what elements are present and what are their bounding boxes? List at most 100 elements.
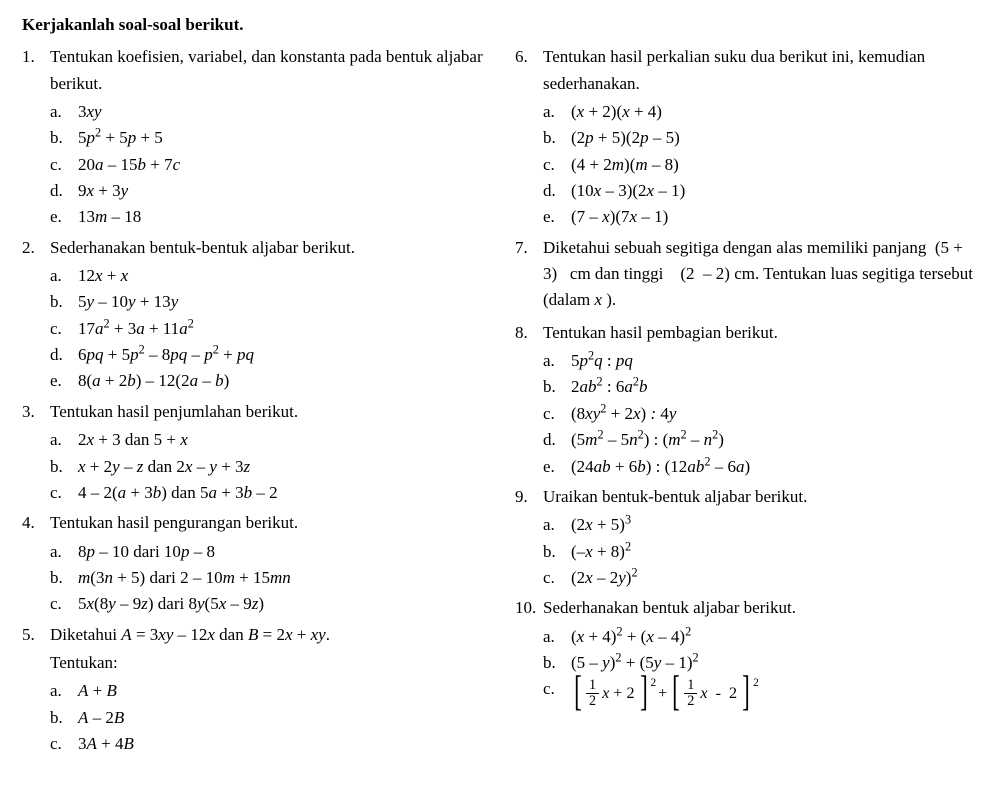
sub-text: 5p2q : pq — [571, 348, 980, 374]
sub-text: 2ab2 : 6a2b — [571, 374, 980, 400]
sub-letter: e. — [543, 454, 571, 480]
sub-letter: c. — [543, 676, 571, 710]
left-column: 1. Tentukan koefisien, variabel, dan kon… — [22, 44, 487, 761]
sub-letter: e. — [50, 204, 78, 230]
sub-text: 9x + 3y — [78, 178, 487, 204]
sub-letter: a. — [543, 348, 571, 374]
sub-letter: b. — [543, 650, 571, 676]
sub-text: (10x – 3)(2x – 1) — [571, 178, 980, 204]
sub-letter: a. — [50, 678, 78, 704]
problem-9: 9. Uraikan bentuk-bentuk aljabar berikut… — [515, 484, 980, 591]
sub-letter: a. — [50, 99, 78, 125]
problem-8: 8. Tentukan hasil pembagian berikut. a.5… — [515, 320, 980, 480]
sub-text: x + 2y – z dan 2x – y + 3z — [78, 454, 487, 480]
problem-6: 6. Tentukan hasil perkalian suku dua ber… — [515, 44, 980, 230]
problem-number: 3. — [22, 399, 50, 506]
sub-letter: a. — [50, 263, 78, 289]
plus-sign: + — [656, 681, 669, 706]
sub-text: 4 – 2(a + 3b) dan 5a + 3b – 2 — [78, 480, 487, 506]
sub-letter: c. — [50, 316, 78, 342]
problem-stem: Diketahui sebuah segitiga dengan alas me… — [543, 235, 980, 314]
sub-text: (2p + 5)(2p – 5) — [571, 125, 980, 151]
fraction: 1 2 — [586, 678, 599, 707]
sub-text: A + B — [78, 678, 487, 704]
sub-text: 12x + x — [78, 263, 487, 289]
right-bracket-icon: ] — [640, 676, 648, 710]
denominator: 2 — [586, 694, 599, 708]
fraction: 1 2 — [684, 678, 697, 707]
problem-stem: Tentukan koefisien, variabel, dan konsta… — [50, 44, 487, 97]
sub-text: (2x – 2y)2 — [571, 565, 980, 591]
problem-3: 3. Tentukan hasil penjumlahan berikut. a… — [22, 399, 487, 506]
sub-text: 5x(8y – 9z) dari 8y(5x – 9z) — [78, 591, 487, 617]
numerator: 1 — [684, 678, 697, 693]
sub-letter: c. — [50, 731, 78, 757]
sub-letter: e. — [50, 368, 78, 394]
sub-text: (5 – y)2 + (5y – 1)2 — [571, 650, 980, 676]
sub-letter: c. — [50, 591, 78, 617]
sub-text: A – 2B — [78, 705, 487, 731]
sub-letter: c. — [543, 152, 571, 178]
sub-letter: c. — [50, 152, 78, 178]
problem-stem: Diketahui A = 3xy – 12x dan B = 2x + xy. — [50, 622, 487, 648]
problem-number: 9. — [515, 484, 543, 591]
sub-text: (24ab + 6b) : (12ab2 – 6a) — [571, 454, 980, 480]
sub-text: (5m2 – 5n2) : (m2 – n2) — [571, 427, 980, 453]
sub-text: 6pq + 5p2 – 8pq – p2 + pq — [78, 342, 487, 368]
sub-text: 17a2 + 3a + 11a2 — [78, 316, 487, 342]
sub-text: m(3n + 5) dari 2 – 10m + 15mn — [78, 565, 487, 591]
sub-letter: b. — [50, 289, 78, 315]
sub-letter: b. — [50, 454, 78, 480]
sub-text: 13m – 18 — [78, 204, 487, 230]
sub-letter: a. — [543, 512, 571, 538]
sub-letter: b. — [50, 705, 78, 731]
problem-number: 1. — [22, 44, 50, 230]
exponent: 2 — [753, 675, 759, 693]
problem-number: 8. — [515, 320, 543, 480]
sub-text: (8xy2 + 2x) : 4y — [571, 401, 980, 427]
problem-stem: Tentukan hasil penjumlahan berikut. — [50, 399, 487, 425]
sub-letter: a. — [543, 99, 571, 125]
problem-stem: Tentukan hasil pengurangan berikut. — [50, 510, 487, 536]
problem-stem: Sederhanakan bentuk aljabar berikut. — [543, 595, 980, 621]
sub-letter: b. — [543, 374, 571, 400]
sub-text: 8(a + 2b) – 12(2a – b) — [78, 368, 487, 394]
sub-text: [ 1 2 x + 2 ] 2 + [ — [571, 676, 980, 710]
exponent: 2 — [651, 675, 657, 693]
sub-letter: c. — [50, 480, 78, 506]
problem-number: 5. — [22, 622, 50, 758]
problem-7: 7. Diketahui sebuah segitiga dengan alas… — [515, 235, 980, 316]
sub-text: (x + 2)(x + 4) — [571, 99, 980, 125]
sub-letter: b. — [543, 125, 571, 151]
sub-letter: d. — [543, 178, 571, 204]
sub-text: 3xy — [78, 99, 487, 125]
sub-letter: a. — [50, 427, 78, 453]
denominator: 2 — [684, 694, 697, 708]
sub-letter: d. — [543, 427, 571, 453]
inner-expression: x + 2 — [600, 681, 636, 706]
problem-2: 2. Sederhanakan bentuk-bentuk aljabar be… — [22, 235, 487, 395]
sub-text: (–x + 8)2 — [571, 539, 980, 565]
fraction-expression: [ 1 2 x + 2 ] 2 + [ — [571, 676, 759, 710]
problem-1: 1. Tentukan koefisien, variabel, dan kon… — [22, 44, 487, 230]
sub-letter: b. — [50, 125, 78, 151]
numerator: 1 — [586, 678, 599, 693]
sub-text: 3A + 4B — [78, 731, 487, 757]
sub-text: 2x + 3 dan 5 + x — [78, 427, 487, 453]
problem-stem: Tentukan hasil perkalian suku dua beriku… — [543, 44, 980, 97]
sub-letter: b. — [543, 539, 571, 565]
problem-number: 6. — [515, 44, 543, 230]
problem-stem: Sederhanakan bentuk-bentuk aljabar berik… — [50, 235, 487, 261]
sub-text: 8p – 10 dari 10p – 8 — [78, 539, 487, 565]
sub-letter: b. — [50, 565, 78, 591]
problem-stem-2: Tentukan: — [50, 650, 487, 676]
sub-letter: c. — [543, 401, 571, 427]
problem-5: 5. Diketahui A = 3xy – 12x dan B = 2x + … — [22, 622, 487, 758]
sub-text: (2x + 5)3 — [571, 512, 980, 538]
sub-letter: a. — [50, 539, 78, 565]
left-bracket-icon: [ — [574, 676, 582, 710]
problem-4: 4. Tentukan hasil pengurangan berikut. a… — [22, 510, 487, 617]
page-title: Kerjakanlah soal-soal berikut. — [22, 12, 980, 38]
columns-container: 1. Tentukan koefisien, variabel, dan kon… — [22, 44, 980, 761]
sub-text: (x + 4)2 + (x – 4)2 — [571, 624, 980, 650]
